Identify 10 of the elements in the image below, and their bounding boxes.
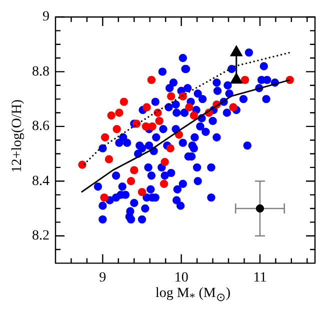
y-tick-label: 8.8 <box>32 64 50 80</box>
y-tick-label: 8.6 <box>32 119 50 134</box>
y-axis-title: 12+log(O/H) <box>10 98 26 175</box>
y-tick-label: 8.4 <box>32 174 50 189</box>
x-tick-label: 11 <box>253 270 267 286</box>
x-axis-title: log M$_{*}$ (M$_{⊙}$) <box>154 286 232 304</box>
x-tick-label: 10 <box>174 270 188 286</box>
x-tick-label: 9 <box>99 270 106 286</box>
y-tick-label: 9 <box>42 10 50 25</box>
y-tick-label: 8.2 <box>32 228 50 244</box>
